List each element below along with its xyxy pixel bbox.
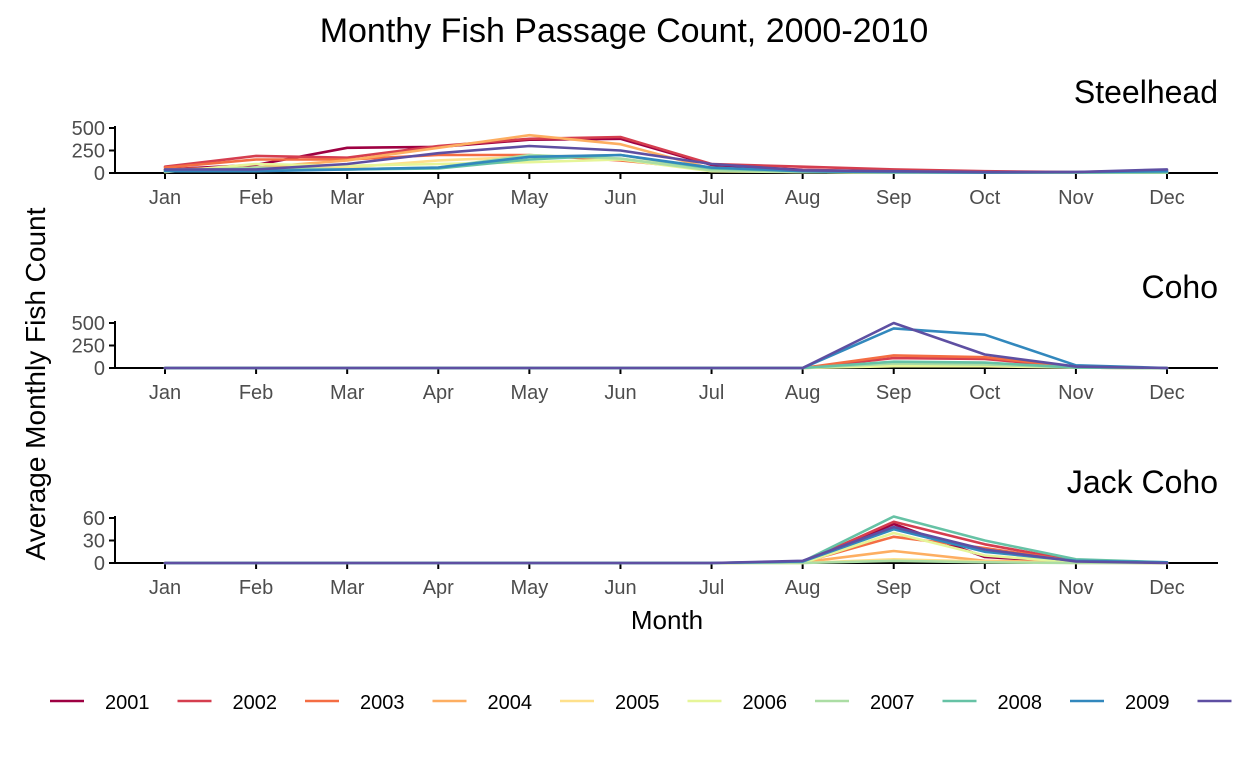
legend-label: 2005 (615, 692, 660, 714)
x-tick-label: Dec (1149, 577, 1185, 599)
x-tick-label: Jun (604, 577, 636, 599)
x-tick-label: Feb (239, 577, 273, 599)
legend-item: 2003 (305, 692, 405, 714)
legend-label: 2002 (233, 692, 278, 714)
x-tick-label: Nov (1058, 577, 1094, 599)
y-tick-label: 500 (72, 118, 105, 140)
x-tick-label: Feb (239, 382, 273, 404)
x-tick-label: Jul (699, 187, 725, 209)
y-tick-label: 30 (83, 531, 105, 553)
x-tick-label: Sep (876, 187, 912, 209)
x-tick-label: Jun (604, 382, 636, 404)
legend-item: 2002 (177, 692, 278, 714)
x-tick-label: Jan (149, 187, 181, 209)
x-tick-label: Mar (330, 382, 365, 404)
legend-item: 2009 (1070, 692, 1170, 714)
x-axis-label: Month (631, 605, 703, 635)
y-tick-label: 60 (83, 508, 105, 530)
x-tick-label: Sep (876, 382, 912, 404)
x-tick-label: Apr (423, 382, 454, 404)
legend-label: 2008 (998, 692, 1043, 714)
x-tick-label: Apr (423, 577, 454, 599)
y-tick-label: 0 (94, 358, 105, 380)
legend-item: 2004 (432, 692, 533, 714)
x-tick-label: Dec (1149, 187, 1185, 209)
x-tick-label: Dec (1149, 382, 1185, 404)
y-tick-label: 0 (94, 553, 105, 575)
x-tick-label: May (510, 187, 548, 209)
y-tick-label: 250 (72, 336, 105, 358)
series-line-unnamed (163, 321, 1169, 370)
legend-item: 2007 (815, 692, 915, 714)
x-tick-label: Oct (969, 577, 1001, 599)
x-tick-label: Aug (785, 382, 821, 404)
x-tick-label: Nov (1058, 382, 1094, 404)
facet-label: Steelhead (1074, 74, 1218, 110)
legend: 2001 2002 2003 2004 2005 2006 2007 2008 2009 (50, 692, 1232, 714)
facet-label: Coho (1142, 269, 1219, 305)
legend-label: 2009 (1125, 692, 1170, 714)
y-axis-label: Average Monthly Fish Count (20, 207, 51, 560)
series-line-unnamed (163, 525, 1169, 565)
y-tick-label: 0 (94, 163, 105, 185)
legend-label: 2003 (360, 692, 405, 714)
x-tick-label: Jan (149, 382, 181, 404)
x-tick-label: Jan (149, 577, 181, 599)
x-tick-label: Feb (239, 187, 273, 209)
legend-label: 2004 (488, 692, 533, 714)
x-tick-label: Oct (969, 382, 1001, 404)
x-tick-label: Apr (423, 187, 454, 209)
facet-label: Jack Coho (1067, 464, 1218, 500)
x-tick-label: May (510, 382, 548, 404)
y-tick-label: 500 (72, 313, 105, 335)
legend-label: 2006 (743, 692, 788, 714)
legend-label: 2007 (870, 692, 915, 714)
legend-item: 2001 (50, 692, 150, 714)
y-tick-label: 250 (72, 141, 105, 163)
x-tick-label: Mar (330, 187, 365, 209)
x-tick-label: Sep (876, 577, 912, 599)
x-tick-label: Oct (969, 187, 1001, 209)
x-tick-label: Aug (785, 577, 821, 599)
legend-item: 2008 (942, 692, 1043, 714)
x-tick-label: Jun (604, 187, 636, 209)
legend-item: 2005 (560, 692, 660, 714)
x-tick-label: Jul (699, 382, 725, 404)
chart-title: Monthy Fish Passage Count, 2000-2010 (320, 12, 929, 50)
series-line-unnamed (163, 144, 1169, 174)
x-tick-label: Jul (699, 577, 725, 599)
x-tick-label: Aug (785, 187, 821, 209)
x-tick-label: May (510, 577, 548, 599)
legend-item: 2006 (687, 692, 788, 714)
x-tick-label: Mar (330, 577, 365, 599)
x-tick-label: Nov (1058, 187, 1094, 209)
legend-label: 2001 (105, 692, 150, 714)
